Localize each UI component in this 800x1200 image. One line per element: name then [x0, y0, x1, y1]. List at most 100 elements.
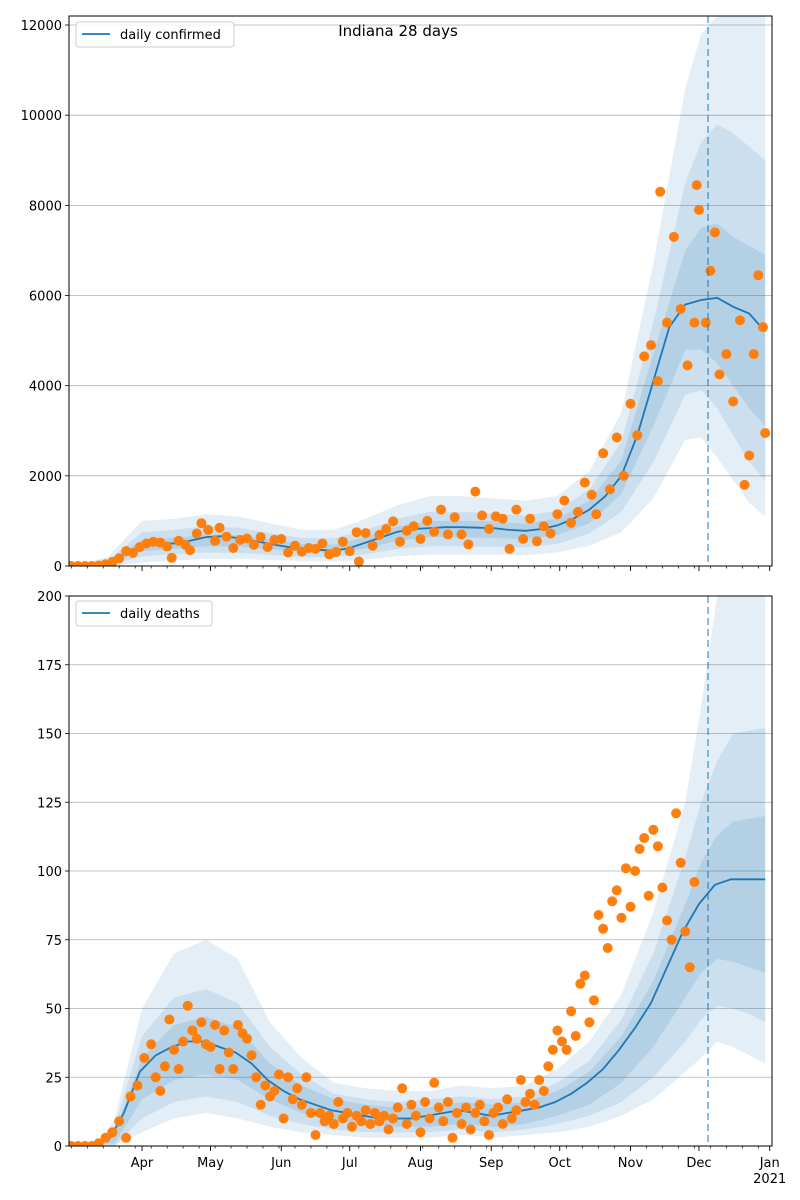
data-point [315, 1108, 326, 1118]
data-point [579, 970, 590, 981]
data-point [125, 1091, 136, 1102]
data-point [228, 1064, 239, 1074]
data-point [504, 543, 515, 554]
data-point [283, 547, 294, 558]
data-point [470, 486, 481, 497]
data-point [511, 504, 522, 515]
data-point [643, 890, 654, 901]
data-point [744, 450, 755, 461]
data-point [367, 540, 378, 551]
data-point [392, 1102, 403, 1113]
data-point [139, 1053, 150, 1063]
data-point [675, 304, 686, 314]
data-point [484, 1130, 494, 1140]
data-point [278, 1113, 289, 1124]
data-point [739, 479, 750, 490]
data-point [639, 351, 650, 362]
data-point [668, 231, 679, 242]
y-tick-label: 25 [45, 1071, 62, 1086]
data-point [474, 1099, 485, 1110]
data-point [255, 1099, 266, 1110]
data-point [369, 1108, 380, 1118]
data-point [296, 1099, 307, 1110]
data-point [646, 340, 656, 351]
data-point [324, 1110, 335, 1121]
data-point [415, 1127, 426, 1138]
data-point [214, 522, 225, 533]
confirmed-plot-area [69, 16, 771, 566]
data-point [625, 901, 636, 912]
data-point [424, 1113, 435, 1124]
data-point [757, 322, 768, 333]
data-point [705, 265, 716, 276]
data-point [639, 833, 650, 843]
data-point [196, 1017, 207, 1028]
data-point [662, 915, 672, 926]
data-point [347, 1121, 357, 1132]
data-point [689, 317, 700, 328]
data-point [589, 995, 599, 1006]
x-tick-label: Jan [759, 1156, 780, 1171]
band-inner [71, 816, 766, 1146]
data-point [630, 866, 641, 876]
data-point [602, 943, 613, 953]
data-point [191, 528, 202, 539]
data-point [493, 1102, 504, 1113]
data-point [162, 541, 173, 552]
data-point [360, 1105, 371, 1116]
confirmed-panel: 0 2000 4000 6000 8000 10000 12000 Indiana 28 d… [21, 15, 773, 575]
data-point [502, 1094, 513, 1105]
data-point [191, 1033, 202, 1044]
x-tick-label: Oct [548, 1156, 570, 1171]
data-point [611, 432, 622, 443]
data-point [114, 553, 125, 564]
data-point [675, 857, 686, 868]
data-point [456, 1119, 467, 1129]
data-point [573, 506, 583, 517]
data-point [150, 1072, 161, 1083]
data-point [515, 1075, 526, 1085]
data-point [607, 896, 618, 907]
data-point [248, 539, 259, 550]
data-point [566, 1006, 577, 1017]
y-tick-label: 10000 [21, 109, 62, 124]
data-point [255, 532, 266, 543]
data-point [214, 1064, 225, 1074]
data-point [242, 533, 252, 544]
data-point [570, 1031, 581, 1041]
data-point [388, 1113, 399, 1124]
data-point [620, 863, 631, 874]
y-tick-label: 150 [37, 728, 62, 743]
data-point [210, 535, 221, 546]
data-point [531, 536, 542, 547]
data-point [333, 1097, 344, 1107]
data-point [545, 528, 556, 539]
data-point [721, 349, 732, 360]
data-point [632, 430, 643, 441]
data-point [557, 1036, 567, 1047]
data-point [331, 547, 341, 557]
data-point [584, 1017, 595, 1028]
data-point [465, 1124, 476, 1135]
data-point [700, 317, 711, 328]
legend-label: daily confirmed [120, 28, 221, 43]
confirmed-y-axis: 0 2000 4000 6000 8000 10000 12000 [21, 19, 69, 575]
x-tick-label: Jun [270, 1156, 291, 1171]
data-point [506, 1113, 517, 1124]
data-point [132, 1080, 143, 1091]
data-point [228, 543, 239, 553]
data-point [173, 1064, 184, 1074]
data-point [538, 521, 549, 532]
deaths-axes-frame [68, 595, 773, 1147]
data-point [114, 1116, 125, 1127]
data-point [760, 428, 771, 438]
data-point [301, 1072, 312, 1083]
data-point [561, 1044, 572, 1055]
data-point [735, 315, 745, 326]
data-point [728, 396, 739, 407]
data-point [456, 529, 467, 540]
deaths-panel: 0 25 50 75 100 125 150 175 200 Apr May Jun Jul Aug Se… [37, 590, 786, 1187]
